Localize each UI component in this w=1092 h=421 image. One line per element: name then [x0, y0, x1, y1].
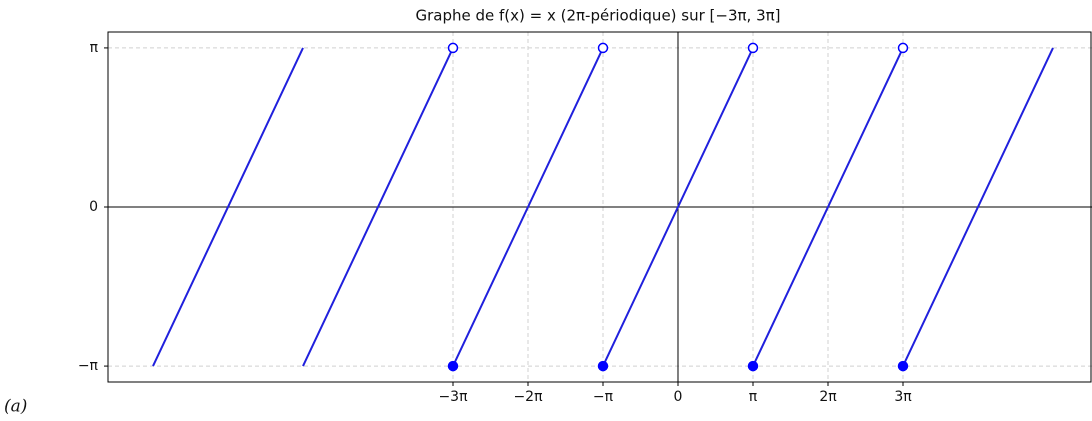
x-tick-label: 3π	[894, 389, 912, 405]
x-tick-label: −2π	[513, 389, 543, 405]
x-tick-label: −π	[593, 389, 614, 405]
filled-point	[447, 360, 459, 372]
x-tick-label: π	[749, 389, 758, 405]
plot-frame	[107, 31, 1092, 383]
filled-point	[747, 360, 759, 372]
open-point	[747, 42, 759, 54]
caption: (a)	[4, 397, 27, 417]
x-tick-label: 2π	[819, 389, 837, 405]
x-tick-label: −3π	[438, 389, 468, 405]
y-tick-label: −π	[78, 358, 99, 374]
filled-point	[597, 360, 609, 372]
chart-title: Graphe de f(x) = x (2π-périodique) sur […	[415, 7, 780, 25]
filled-point	[897, 360, 909, 372]
line	[152, 47, 1054, 367]
y-tick-label: 0	[89, 199, 98, 215]
open-point	[597, 42, 609, 54]
open-point	[447, 42, 459, 54]
y-tick-label: π	[90, 40, 99, 56]
open-point	[897, 42, 909, 54]
x-tick-label: 0	[674, 389, 683, 405]
